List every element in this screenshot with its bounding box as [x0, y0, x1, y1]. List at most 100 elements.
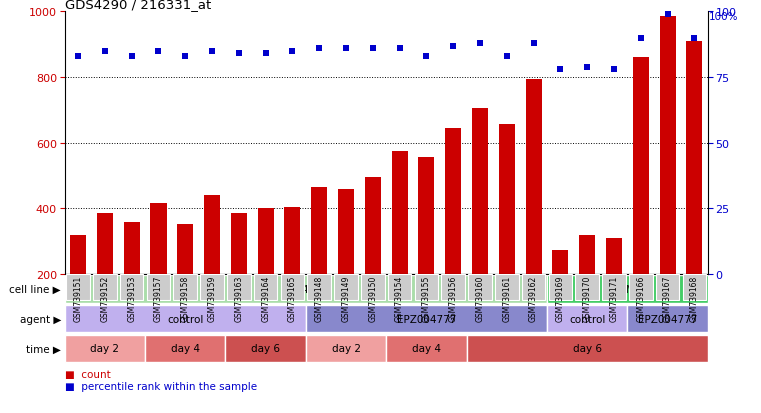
Point [72, 54, 84, 60]
Bar [579, 235, 595, 274]
Text: GSM739161: GSM739161 [502, 275, 511, 321]
Bar [526, 80, 542, 274]
FancyBboxPatch shape [656, 275, 680, 301]
FancyBboxPatch shape [547, 305, 627, 332]
FancyBboxPatch shape [388, 275, 412, 301]
Bar [285, 207, 301, 274]
FancyBboxPatch shape [386, 335, 466, 362]
Text: GSM739164: GSM739164 [261, 275, 270, 321]
Text: GSM739162: GSM739162 [529, 275, 538, 321]
FancyBboxPatch shape [575, 275, 599, 301]
Text: GSM739165: GSM739165 [288, 275, 297, 321]
Bar [686, 42, 702, 274]
Text: day 6: day 6 [251, 344, 280, 354]
Bar [498, 124, 514, 274]
Point [367, 46, 379, 52]
Point [233, 51, 245, 57]
FancyBboxPatch shape [65, 335, 145, 362]
Bar [419, 158, 435, 274]
Bar [311, 188, 327, 274]
FancyBboxPatch shape [334, 275, 358, 301]
Bar [660, 17, 676, 274]
Point [554, 66, 566, 73]
FancyBboxPatch shape [93, 275, 116, 301]
Text: GSM739154: GSM739154 [395, 275, 404, 321]
Text: GSM739151: GSM739151 [74, 275, 83, 321]
Text: day 4: day 4 [412, 344, 441, 354]
Bar [257, 209, 274, 274]
Text: GSM739168: GSM739168 [689, 275, 699, 321]
FancyBboxPatch shape [306, 305, 547, 332]
Bar [552, 251, 568, 274]
Bar [231, 214, 247, 274]
FancyBboxPatch shape [522, 275, 546, 301]
Bar [177, 225, 193, 274]
Text: GSM739171: GSM739171 [610, 275, 619, 321]
Bar [606, 238, 622, 274]
Bar [123, 223, 140, 274]
FancyBboxPatch shape [174, 275, 197, 301]
Point [313, 46, 325, 52]
Text: GSM739166: GSM739166 [636, 275, 645, 321]
Bar [204, 196, 220, 274]
Text: day 6: day 6 [573, 344, 602, 354]
Text: EPZ004777: EPZ004777 [396, 314, 456, 324]
Text: time ▶: time ▶ [26, 344, 61, 354]
Bar [70, 235, 86, 274]
Text: agent ▶: agent ▶ [20, 314, 61, 324]
Bar [392, 152, 408, 274]
Text: control: control [167, 314, 203, 324]
Text: GSM739157: GSM739157 [154, 275, 163, 321]
FancyBboxPatch shape [65, 275, 547, 303]
Point [286, 48, 298, 55]
Point [340, 46, 352, 52]
Bar [97, 214, 113, 274]
Text: GSM739152: GSM739152 [100, 275, 110, 321]
Point [152, 48, 164, 55]
Text: GSM739149: GSM739149 [342, 275, 351, 321]
FancyBboxPatch shape [307, 275, 331, 301]
Text: day 4: day 4 [170, 344, 199, 354]
Bar [338, 190, 354, 274]
Point [608, 66, 620, 73]
FancyBboxPatch shape [495, 275, 518, 301]
Point [635, 35, 647, 42]
Point [99, 48, 111, 55]
FancyBboxPatch shape [627, 305, 708, 332]
Text: GDS4290 / 216331_at: GDS4290 / 216331_at [65, 0, 211, 11]
Point [393, 46, 406, 52]
FancyBboxPatch shape [227, 275, 250, 301]
Point [581, 64, 594, 71]
Text: GSM739155: GSM739155 [422, 275, 431, 321]
Point [420, 54, 432, 60]
Text: GSM739169: GSM739169 [556, 275, 565, 321]
Point [206, 48, 218, 55]
FancyBboxPatch shape [468, 275, 492, 301]
Text: day 2: day 2 [91, 344, 119, 354]
Text: control: control [569, 314, 605, 324]
FancyBboxPatch shape [65, 305, 306, 332]
FancyBboxPatch shape [66, 275, 90, 301]
FancyBboxPatch shape [147, 275, 170, 301]
Point [661, 12, 673, 18]
Point [688, 35, 700, 42]
Text: GSM739160: GSM739160 [476, 275, 485, 321]
FancyBboxPatch shape [361, 275, 384, 301]
FancyBboxPatch shape [683, 275, 706, 301]
Point [474, 40, 486, 47]
FancyBboxPatch shape [306, 335, 386, 362]
Text: day 2: day 2 [332, 344, 361, 354]
FancyBboxPatch shape [281, 275, 304, 301]
Text: MV4-11: MV4-11 [286, 284, 326, 294]
FancyBboxPatch shape [549, 275, 572, 301]
FancyBboxPatch shape [441, 275, 465, 301]
Text: GSM739156: GSM739156 [449, 275, 457, 321]
FancyBboxPatch shape [200, 275, 224, 301]
FancyBboxPatch shape [547, 275, 708, 303]
Point [179, 54, 191, 60]
FancyBboxPatch shape [466, 335, 708, 362]
Text: cell line ▶: cell line ▶ [9, 284, 61, 294]
Text: 100%: 100% [709, 12, 738, 22]
Text: ■  count: ■ count [65, 369, 110, 379]
Text: GSM739158: GSM739158 [181, 275, 189, 321]
